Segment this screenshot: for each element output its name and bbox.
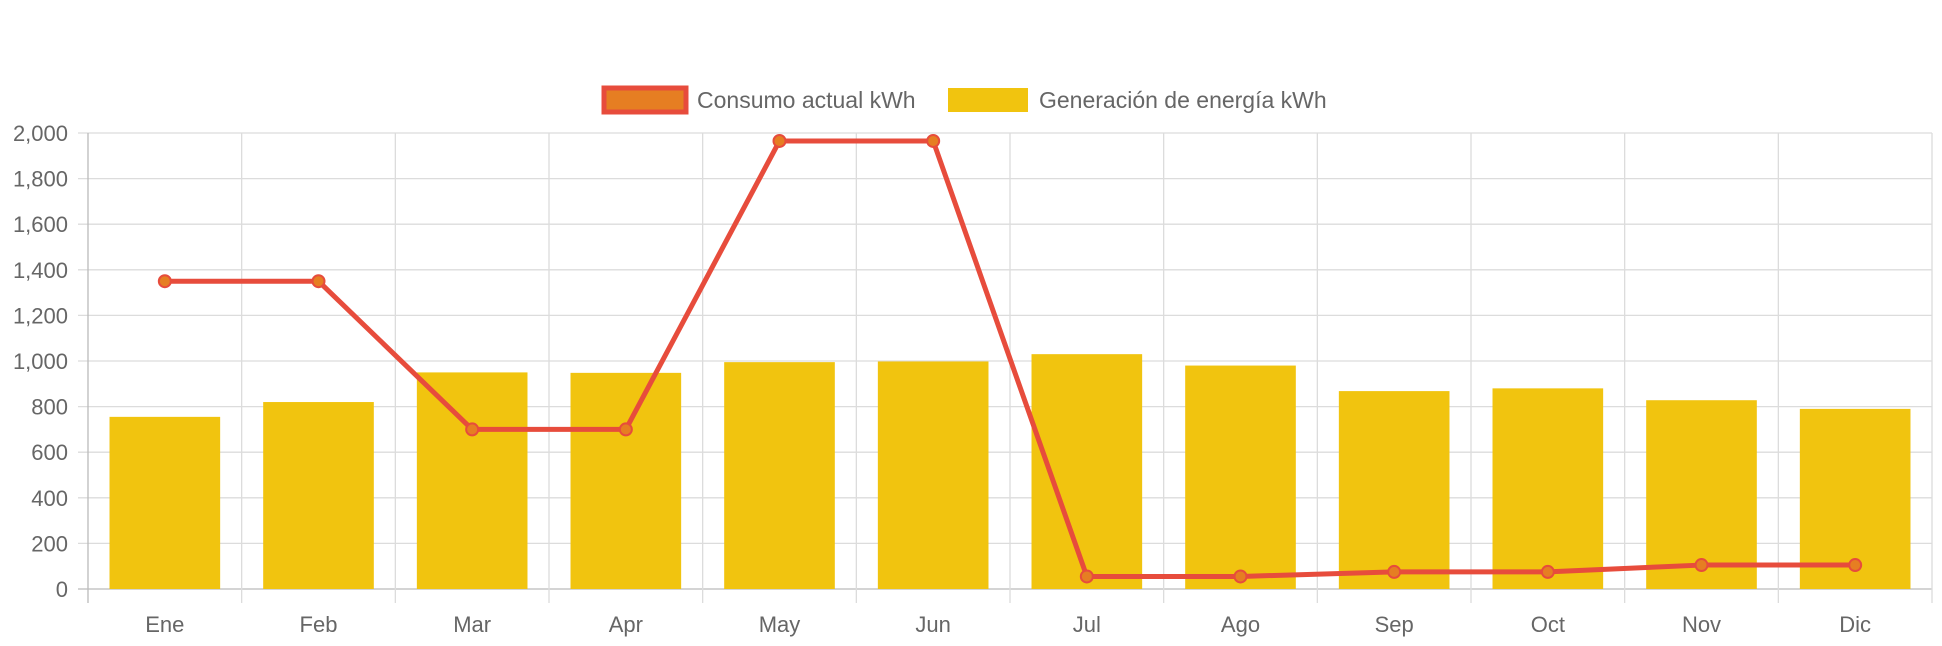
grid xyxy=(78,132,1933,603)
x-tick-label: Jul xyxy=(1073,612,1101,637)
bar[interactable] xyxy=(263,402,374,589)
line-point[interactable] xyxy=(1079,569,1094,584)
line-point[interactable] xyxy=(465,422,480,437)
y-tick-label: 600 xyxy=(31,440,68,465)
bar[interactable] xyxy=(1492,388,1604,589)
line-point[interactable] xyxy=(1540,564,1555,579)
legend-swatch-consumo[interactable] xyxy=(601,85,689,115)
legend[interactable]: Consumo actual kWh Generación de energía … xyxy=(601,85,1327,115)
y-tick-label: 0 xyxy=(56,577,68,602)
line-point[interactable] xyxy=(1694,558,1709,573)
line-point[interactable] xyxy=(1848,558,1863,573)
y-tick-label: 800 xyxy=(31,395,68,420)
x-tick-label: May xyxy=(759,612,801,637)
bar[interactable] xyxy=(109,416,221,589)
x-tick-label: Oct xyxy=(1531,612,1565,637)
line-series-consumo xyxy=(157,133,1863,584)
bar[interactable] xyxy=(724,362,835,589)
line-point[interactable] xyxy=(1233,569,1248,584)
bar[interactable] xyxy=(877,361,989,589)
x-tick-label: Nov xyxy=(1682,612,1721,637)
line-point[interactable] xyxy=(618,422,633,437)
legend-swatch-generacion[interactable] xyxy=(948,88,1028,112)
bar[interactable] xyxy=(570,372,682,589)
legend-label-consumo[interactable]: Consumo actual kWh xyxy=(697,87,916,113)
y-tick-label: 1,200 xyxy=(13,303,68,328)
y-tick-label: 1,000 xyxy=(13,349,68,374)
line-point[interactable] xyxy=(772,133,787,148)
y-tick-label: 400 xyxy=(31,486,68,511)
x-tick-label: Mar xyxy=(453,612,491,637)
axes: 0 200 400 600 800 1,000 1,200 1,400 1,600 1,800 2,… xyxy=(13,121,1871,637)
y-tick-label: 1,400 xyxy=(13,258,68,283)
x-tick-label: Jun xyxy=(915,612,950,637)
x-tick-label: Feb xyxy=(300,612,338,637)
x-tick-label: Dic xyxy=(1839,612,1871,637)
legend-label-generacion[interactable]: Generación de energía kWh xyxy=(1039,87,1327,113)
line-point[interactable] xyxy=(1387,564,1402,579)
line-point[interactable] xyxy=(926,133,941,148)
bar[interactable] xyxy=(1646,400,1757,589)
y-tick-label: 200 xyxy=(31,531,68,556)
line-point[interactable] xyxy=(311,274,326,289)
series-line xyxy=(164,138,1856,579)
x-tick-label: Ene xyxy=(145,612,184,637)
line-point[interactable] xyxy=(157,274,172,289)
x-tick-label: Sep xyxy=(1375,612,1414,637)
bar[interactable] xyxy=(1338,391,1450,589)
x-tick-label: Apr xyxy=(609,612,643,637)
y-tick-label: 1,800 xyxy=(13,167,68,192)
bar-series-generacion xyxy=(109,354,1911,589)
y-tick-label: 1,600 xyxy=(13,212,68,237)
x-tick-label: Ago xyxy=(1221,612,1260,637)
bar[interactable] xyxy=(416,372,528,589)
bar[interactable] xyxy=(1185,365,1296,589)
y-tick-label: 2,000 xyxy=(13,121,68,146)
